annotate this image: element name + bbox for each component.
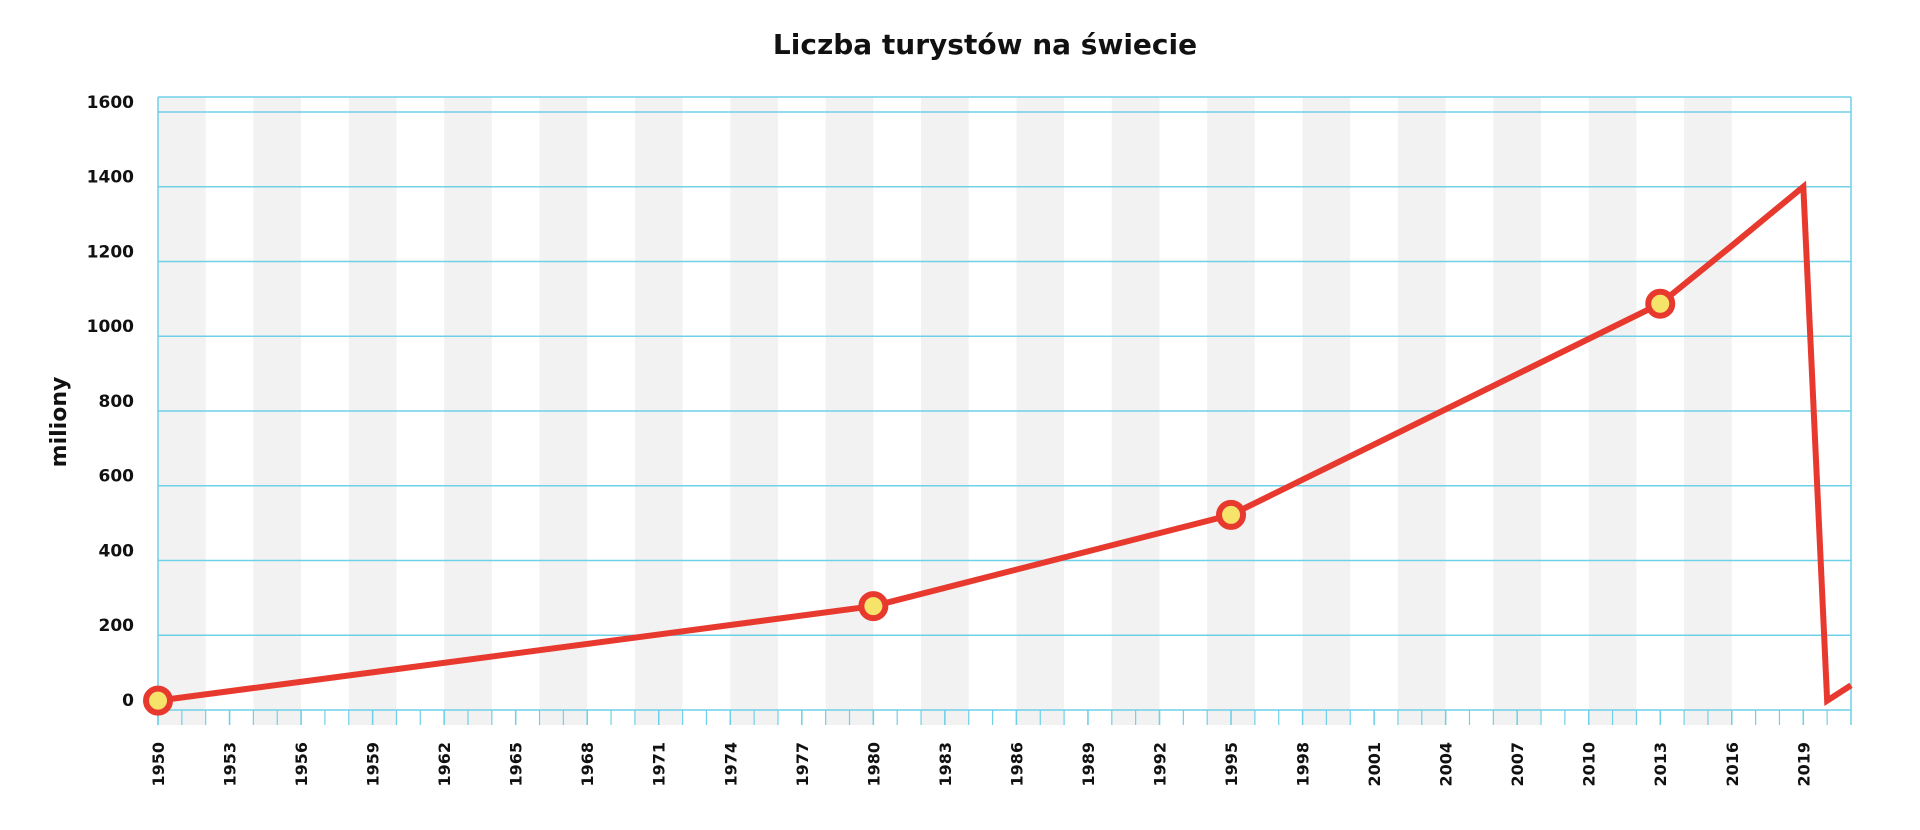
x-tick-label: 1962	[435, 742, 454, 787]
x-tick-label: 1956	[292, 742, 311, 787]
x-tick-label: 1992	[1150, 742, 1169, 787]
x-tick-label: 1980	[864, 742, 883, 787]
x-tick-label: 1995	[1222, 742, 1241, 787]
point-marker	[1216, 499, 1247, 530]
y-tick-label: 1400	[87, 168, 134, 188]
x-tick-label: 2010	[1580, 742, 1599, 787]
y-tick-label: 1000	[87, 317, 134, 337]
x-tick-label: 1983	[936, 742, 955, 787]
y-tick-label: 400	[99, 541, 135, 561]
y-tick-label: 1600	[87, 93, 134, 113]
y-tick-label: 1200	[87, 242, 134, 262]
x-tick-label: 2013	[1651, 742, 1670, 787]
x-tick-label: 2004	[1437, 742, 1456, 787]
x-tick-label: 1971	[650, 742, 669, 787]
x-tick-label: 2016	[1723, 742, 1742, 787]
x-tick-label: 1986	[1007, 742, 1026, 787]
x-tick-label: 1989	[1079, 742, 1098, 787]
x-tick-label: 1953	[221, 742, 240, 787]
x-tick-label: 2019	[1794, 742, 1813, 787]
x-tick-label: 1968	[578, 742, 597, 787]
y-tick-label: 800	[99, 392, 135, 412]
x-tick-label: 1977	[793, 742, 812, 787]
x-tick-label: 1950	[149, 742, 168, 787]
x-tick-label: 1998	[1294, 742, 1313, 787]
x-tick-label: 2001	[1365, 742, 1384, 787]
point-marker	[858, 591, 889, 622]
x-tick-label: 2007	[1508, 742, 1527, 787]
line	[157, 180, 1853, 706]
y-axis-label: miliony	[47, 377, 72, 468]
point-marker	[1645, 288, 1676, 319]
y-tick-label: 200	[99, 616, 135, 636]
chart-title: Liczba turystów na świecie	[773, 28, 1197, 61]
point-marker	[143, 685, 173, 716]
x-tick-label: 1965	[507, 742, 526, 787]
x-tick-label: 1959	[364, 742, 383, 787]
y-tick-label: 600	[99, 467, 135, 487]
y-tick-label: 0	[122, 691, 134, 711]
x-tick-label: 1974	[721, 742, 740, 787]
